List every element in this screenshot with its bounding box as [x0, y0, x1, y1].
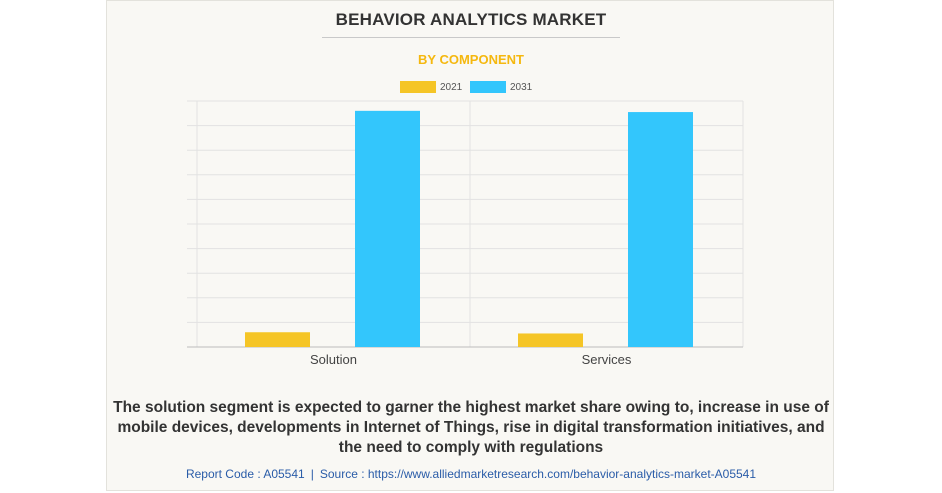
footer-separator: | [310, 467, 314, 481]
source-link[interactable]: Source : https://www.alliedmarketresearc… [319, 467, 757, 481]
chart-legend: 2021 2031 [0, 80, 942, 94]
chart-caption: The solution segment is expected to garn… [113, 399, 829, 456]
bar-solution-2021[interactable] [245, 332, 310, 347]
bar-chart-plot: Solution Services [187, 100, 744, 367]
legend-swatch-2031 [470, 81, 506, 93]
report-code: Report Code : A05541 [185, 467, 305, 481]
legend-item-2021[interactable]: 2021 [400, 80, 462, 94]
legend-swatch-2021 [400, 81, 436, 93]
x-tick-label-solution: Solution [310, 352, 357, 367]
legend-item-2031[interactable]: 2031 [470, 80, 532, 94]
x-tick-label-services: Services [582, 352, 632, 367]
bar-solution-2031[interactable] [355, 110, 420, 347]
legend-label-2021: 2021 [440, 81, 463, 93]
bar-services-2021[interactable] [518, 333, 583, 347]
legend-label-2031: 2031 [510, 81, 533, 93]
bar-services-2031[interactable] [628, 112, 693, 347]
source-footer: Report Code : A05541 | Source : https://ww… [0, 467, 942, 481]
title-divider [322, 37, 620, 38]
chart-subtitle: BY COMPONENT [418, 52, 524, 67]
chart-title: BEHAVIOR ANALYTICS MARKET [335, 10, 607, 29]
